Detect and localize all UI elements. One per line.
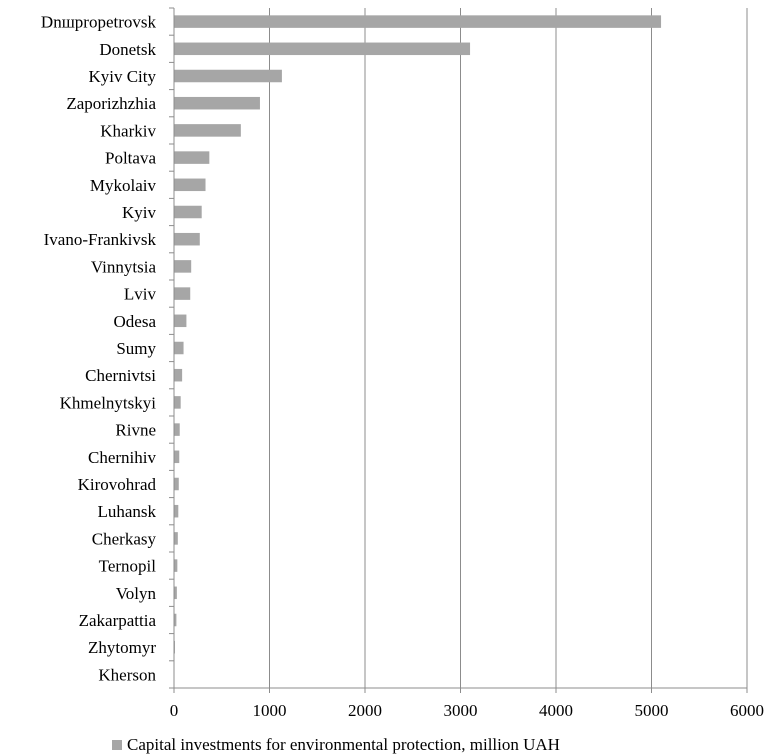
legend: Capital investments for environmental pr… bbox=[112, 735, 560, 754]
bar bbox=[174, 450, 180, 464]
category-label: Poltava bbox=[105, 149, 156, 168]
bar bbox=[174, 178, 206, 192]
bar bbox=[174, 477, 179, 491]
x-tick-label: 4000 bbox=[539, 701, 573, 720]
bar bbox=[174, 314, 187, 328]
x-tick-label: 6000 bbox=[730, 701, 764, 720]
category-label: Khmelnytskyi bbox=[60, 393, 157, 412]
category-label: Mykolaiv bbox=[90, 176, 157, 195]
bar bbox=[174, 96, 260, 110]
bar bbox=[174, 423, 180, 436]
bar bbox=[174, 287, 191, 300]
bar bbox=[174, 232, 200, 246]
category-label: Ivano-Frankivsk bbox=[44, 230, 157, 249]
bar bbox=[174, 341, 184, 355]
category-label: Dnшpropetrovsk bbox=[41, 13, 157, 32]
category-label: Zhytomyr bbox=[88, 638, 156, 657]
gridlines bbox=[269, 8, 748, 688]
x-tick-label: 5000 bbox=[635, 701, 669, 720]
category-label: Odesa bbox=[114, 312, 157, 331]
category-label: Chernihiv bbox=[88, 448, 156, 467]
category-label: Kharkiv bbox=[100, 121, 156, 140]
category-label: Chernivtsi bbox=[85, 366, 156, 385]
bar bbox=[174, 532, 178, 545]
bar bbox=[174, 504, 179, 518]
category-label: Zaporizhzhia bbox=[66, 94, 156, 113]
bar bbox=[174, 368, 183, 382]
category-labels: Dnшpropetrovsk Donetsk Kyiv City Zaporizhzh… bbox=[41, 13, 157, 685]
x-tick-label: 2000 bbox=[348, 701, 382, 720]
bar bbox=[174, 586, 177, 600]
category-label: Lviv bbox=[124, 285, 157, 304]
category-label: Kherson bbox=[98, 665, 156, 684]
bar bbox=[174, 205, 202, 219]
bar bbox=[174, 15, 662, 28]
bars bbox=[174, 15, 662, 681]
category-label: Kyiv City bbox=[88, 67, 156, 86]
category-label: Zakarpattia bbox=[79, 611, 157, 630]
bar bbox=[174, 42, 471, 56]
category-label: Luhansk bbox=[97, 502, 156, 521]
bar bbox=[174, 151, 210, 164]
category-label: Kyiv bbox=[122, 203, 157, 222]
axes bbox=[169, 7, 748, 693]
x-tick-label: 0 bbox=[170, 701, 179, 720]
category-label: Vinnytsia bbox=[91, 257, 157, 276]
category-label: Donetsk bbox=[99, 40, 156, 59]
bar bbox=[174, 613, 177, 627]
x-tick-label: 3000 bbox=[444, 701, 478, 720]
legend-label: Capital investments for environmental pr… bbox=[127, 735, 560, 754]
bar bbox=[174, 396, 181, 409]
bar bbox=[174, 559, 178, 572]
category-label: Ternopil bbox=[99, 557, 157, 576]
category-label: Sumy bbox=[116, 339, 156, 358]
x-tick-label: 1000 bbox=[253, 701, 287, 720]
category-label: Rivne bbox=[115, 421, 156, 440]
bar bbox=[174, 124, 241, 137]
bar bbox=[174, 69, 282, 83]
category-label: Kirovohrad bbox=[78, 475, 157, 494]
category-label: Volyn bbox=[116, 584, 157, 603]
category-label: Cherkasy bbox=[92, 529, 157, 548]
legend-swatch bbox=[112, 740, 122, 750]
tick-labels: 0 1000 2000 3000 4000 5000 6000 bbox=[170, 701, 764, 720]
bar bbox=[174, 260, 192, 273]
